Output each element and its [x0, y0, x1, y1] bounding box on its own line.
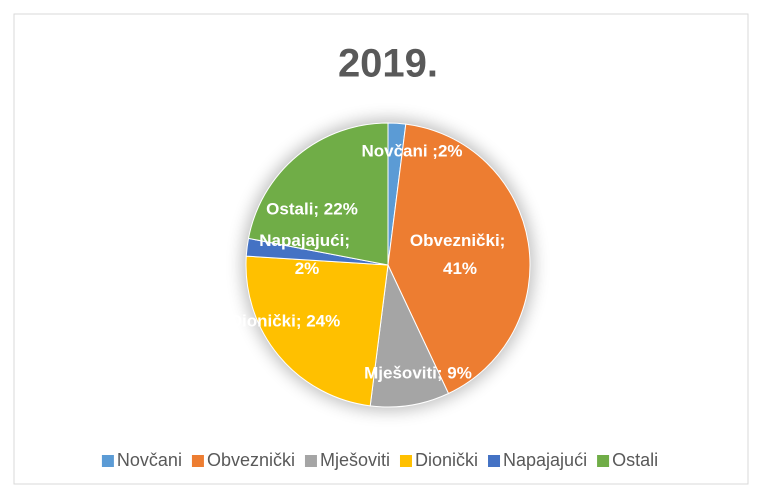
pie-slice	[387, 123, 531, 395]
legend: Novčani Obveznički Mješoviti Dionički Napaja…	[101, 450, 658, 470]
data-label: Mješoviti; 9%	[364, 363, 472, 382]
legend-label: Dionički	[415, 450, 478, 470]
chart-title: 2019.	[338, 42, 438, 86]
legend-swatch	[191, 455, 204, 467]
data-label-line: 2%	[295, 259, 320, 278]
legend-swatch	[597, 455, 610, 467]
pie-slice	[245, 255, 389, 407]
data-label: Napajajući; 2%	[259, 231, 354, 278]
legend-swatch	[399, 455, 412, 467]
legend-label: Napajajući	[503, 450, 587, 470]
legend-label: Novčani	[117, 450, 182, 470]
pie-slice	[247, 122, 389, 266]
data-label: Ostali; 22%	[266, 199, 358, 218]
data-label-line: 41%	[443, 259, 477, 278]
legend-label: Obveznički	[207, 450, 295, 470]
data-label: Obveznički; 41%	[410, 231, 510, 278]
pie-slice	[369, 263, 450, 408]
data-label: Dionički; 24%	[230, 311, 341, 330]
legend-label: Ostali	[612, 450, 658, 470]
data-label: Novčani ;2%	[361, 141, 462, 160]
legend-swatch	[488, 455, 501, 467]
data-label-line: Napajajući;	[259, 231, 354, 250]
legend-label: Mješoviti	[320, 450, 390, 470]
legend-swatch	[304, 455, 317, 467]
data-label-line: Obveznički;	[410, 231, 510, 250]
legend-swatch	[101, 455, 114, 467]
